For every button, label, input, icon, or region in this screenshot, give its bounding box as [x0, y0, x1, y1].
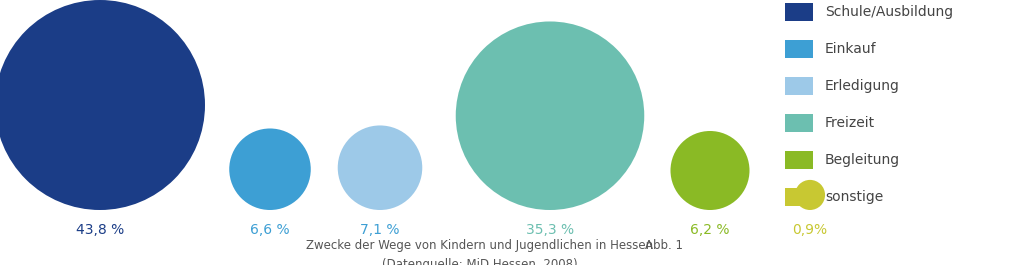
Text: Einkauf: Einkauf — [825, 42, 877, 56]
Text: 7,1 %: 7,1 % — [360, 223, 400, 237]
Circle shape — [338, 125, 422, 210]
Text: 6,6 %: 6,6 % — [251, 223, 290, 237]
FancyBboxPatch shape — [785, 188, 813, 206]
Circle shape — [229, 129, 311, 210]
Circle shape — [795, 180, 826, 210]
Circle shape — [455, 21, 644, 210]
Text: Begleitung: Begleitung — [825, 153, 900, 167]
FancyBboxPatch shape — [785, 3, 813, 21]
Text: Abb. 1: Abb. 1 — [644, 239, 683, 252]
Text: Schule/Ausbildung: Schule/Ausbildung — [825, 5, 953, 19]
FancyBboxPatch shape — [785, 77, 813, 95]
FancyBboxPatch shape — [785, 114, 813, 132]
Text: 35,3 %: 35,3 % — [526, 223, 574, 237]
Text: sonstige: sonstige — [825, 190, 883, 204]
FancyBboxPatch shape — [785, 40, 813, 58]
Text: (Datenquelle: MiD Hessen, 2008): (Datenquelle: MiD Hessen, 2008) — [383, 258, 578, 265]
Text: 43,8 %: 43,8 % — [76, 223, 124, 237]
Text: 0,9%: 0,9% — [793, 223, 828, 237]
Circle shape — [0, 0, 205, 210]
Text: Erledigung: Erledigung — [825, 79, 900, 93]
Text: 6,2 %: 6,2 % — [691, 223, 729, 237]
Text: Zwecke der Wege von Kindern und Jugendlichen in Hessen: Zwecke der Wege von Kindern und Jugendli… — [307, 239, 654, 252]
Text: Freizeit: Freizeit — [825, 116, 875, 130]
FancyBboxPatch shape — [785, 151, 813, 169]
Circle shape — [670, 131, 750, 210]
